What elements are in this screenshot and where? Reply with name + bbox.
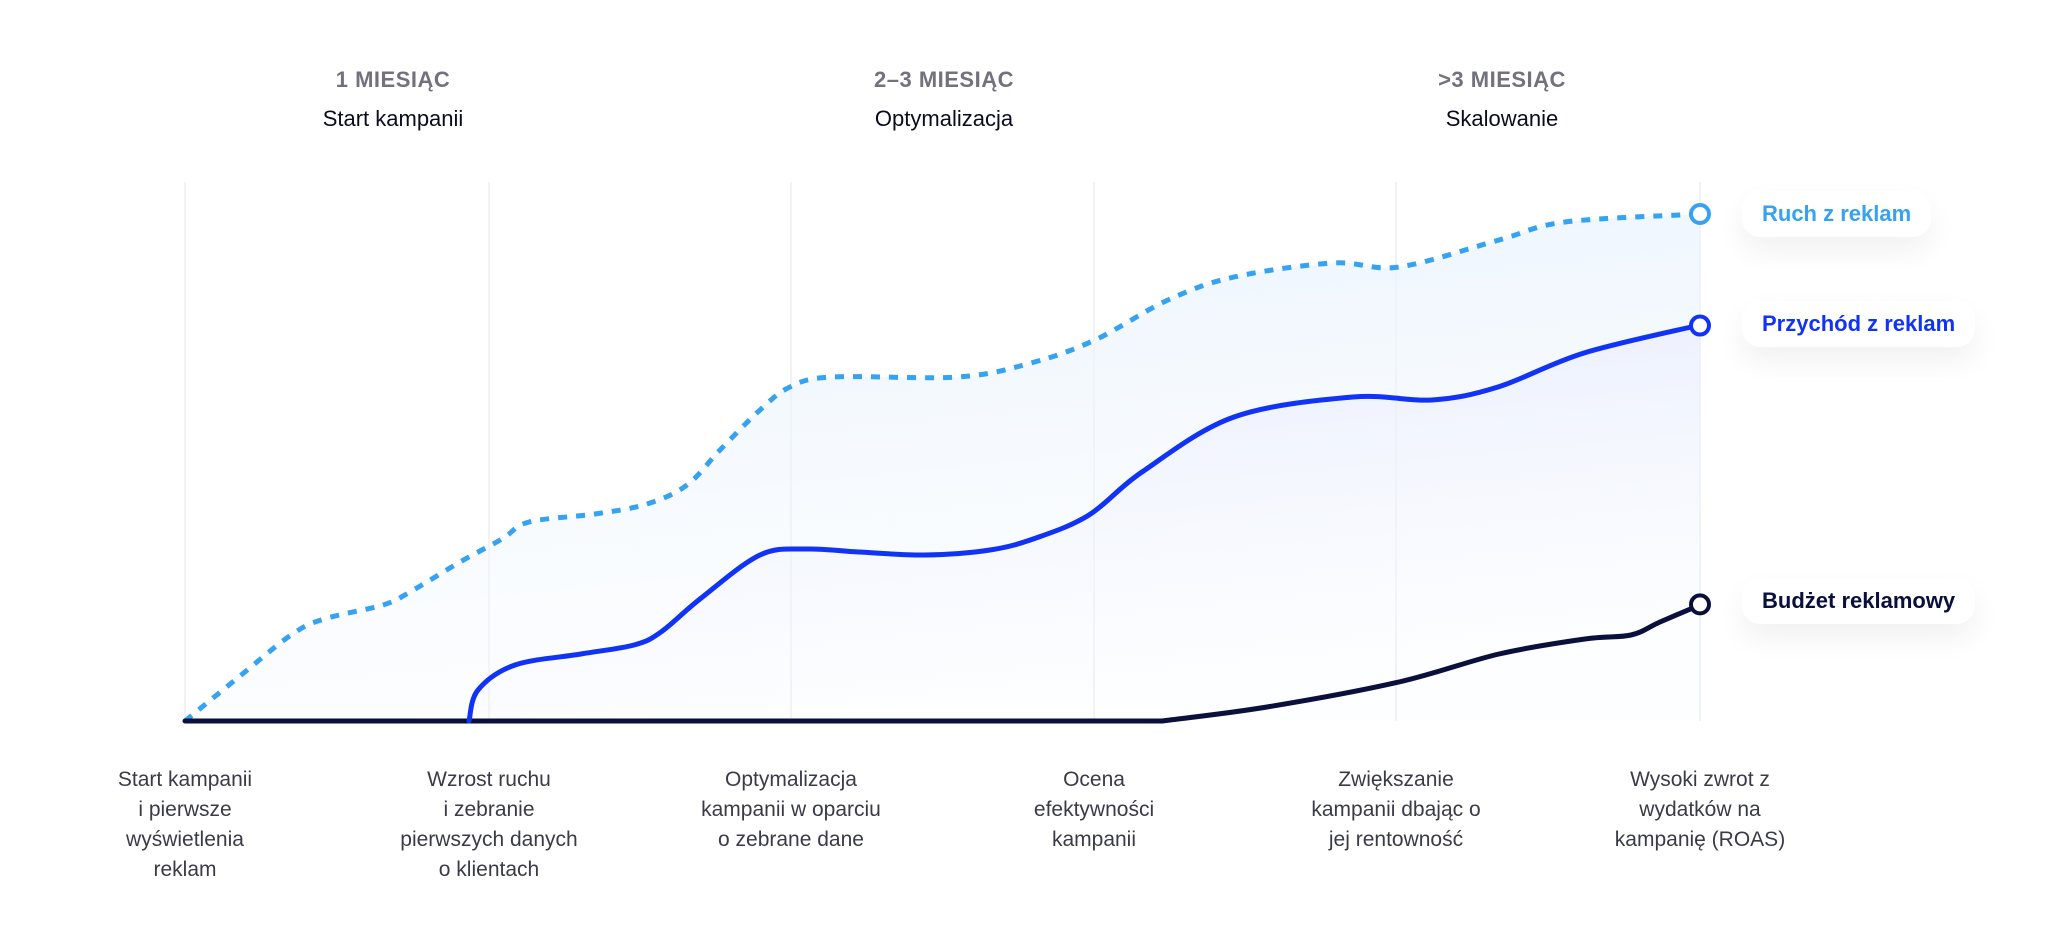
milestone-line: pierwszych danych: [400, 828, 578, 851]
series-line-przychod: [466, 322, 1703, 724]
legend-ruch: Ruch z reklam: [1742, 191, 1932, 237]
milestone-line: kampanię (ROAS): [1614, 828, 1786, 851]
milestone-line: kampanii dbając o: [1311, 798, 1481, 821]
milestone-line: Optymalizacja: [725, 768, 857, 791]
series-line-ruch: [183, 211, 1701, 723]
phase-name: Skalowanie: [1445, 106, 1559, 131]
milestone-line: Zwiększanie: [1338, 768, 1454, 791]
milestone-label: Optymalizacja kampanii w oparciu o zebrane…: [666, 765, 916, 855]
phase-name: Optymalizacja: [874, 106, 1014, 131]
milestone-line: Wysoki zwrot z: [1630, 768, 1770, 791]
area-przychod: [469, 325, 1700, 721]
milestone-line: o klientach: [438, 858, 540, 881]
phase-period: 1 MIESIĄC: [335, 67, 451, 92]
milestone-label: Wzrost ruchu i zebranie pierwszych danych o…: [364, 765, 614, 885]
phase-period: >3 MIESIĄC: [1438, 67, 1566, 92]
milestone-line: kampanii w oparciu: [701, 798, 881, 821]
milestone-line: reklam: [153, 858, 217, 881]
marker-ruch: [1689, 203, 1711, 225]
milestone-line: wydatków na: [1639, 798, 1761, 821]
milestone-line: Start kampanii: [117, 768, 253, 791]
phase-1: 1 MIESIĄC Start kampanii: [213, 64, 573, 134]
milestone-line: Ocena: [1063, 768, 1125, 791]
milestone-line: kampanii: [1051, 828, 1137, 851]
milestone-label: Wysoki zwrot z wydatków na kampanię (ROAS): [1575, 765, 1825, 855]
milestone-line: wyświetlenia: [126, 828, 244, 851]
milestone-line: jej rentowność: [1328, 828, 1464, 851]
marker-przychod: [1689, 314, 1711, 337]
legend-budzet: Budżet reklamowy: [1742, 578, 1976, 624]
milestone-line: Wzrost ruchu: [427, 768, 551, 791]
phase-period: 2–3 MIESIĄC: [874, 67, 1014, 92]
legend-przychod: Przychód z reklam: [1742, 301, 1976, 347]
milestone-line: efektywności: [1033, 798, 1155, 821]
milestone-label: Zwiększanie kampanii dbając o jej rentowno…: [1271, 765, 1521, 855]
marker-budzet: [1689, 593, 1711, 616]
phase-2: 2–3 MIESIĄC Optymalizacja: [764, 64, 1124, 134]
milestone-label: Ocena efektywności kampanii: [969, 765, 1219, 855]
milestone-line: i zebranie: [443, 798, 535, 821]
milestone-line: i pierwsze: [138, 798, 232, 821]
series-line-budzet: [182, 602, 1703, 724]
phase-3: >3 MIESIĄC Skalowanie: [1322, 64, 1682, 134]
milestone-line: o zebrane dane: [718, 828, 864, 851]
phase-name: Start kampanii: [322, 106, 464, 131]
milestone-label: Start kampanii i pierwsze wyświetlenia rekl…: [60, 765, 310, 885]
